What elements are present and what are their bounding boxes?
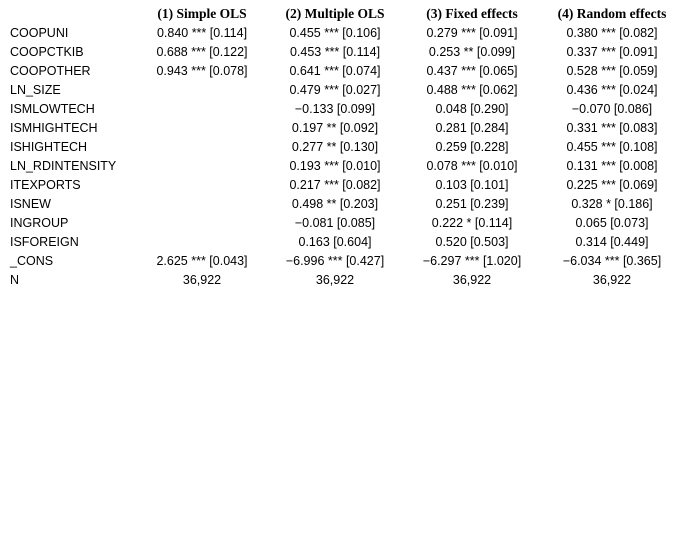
estimate-cell: 0.688 *** [0.122]	[156, 45, 248, 59]
estimate-cell: −6.034 *** [0.365]	[562, 254, 662, 268]
row-label: ISNEW	[10, 197, 51, 211]
estimate-cell: 0.193 *** [0.010]	[289, 159, 381, 173]
estimate-cell: 0.331 *** [0.083]	[566, 121, 658, 135]
estimate-cell: 0.217 *** [0.082]	[289, 178, 381, 192]
estimate-cell: 0.222 * [0.114]	[431, 216, 513, 230]
row-label: COOPCTKIB	[10, 45, 84, 59]
column-header: (3) Fixed effects	[426, 6, 518, 21]
estimate-cell: 0.131 *** [0.008]	[566, 159, 658, 173]
row-label: ISMLOWTECH	[10, 102, 95, 116]
estimate-cell: −0.081 [0.085]	[294, 216, 376, 230]
estimate-cell: 0.641 *** [0.074]	[289, 64, 381, 78]
row-label: ISMHIGHTECH	[10, 121, 98, 135]
row-label: _CONS	[10, 254, 54, 268]
estimate-cell: 0.479 *** [0.027]	[289, 83, 381, 97]
estimate-cell: 0.065 [0.073]	[575, 216, 649, 230]
estimate-cell: 0.437 *** [0.065]	[426, 64, 518, 78]
estimate-cell: 0.259 [0.228]	[435, 140, 509, 154]
row-label: COOPOTHER	[10, 64, 91, 78]
estimate-cell: 0.488 *** [0.062]	[426, 83, 518, 97]
estimate-cell: 36,922	[592, 273, 632, 287]
row-label: LN_SIZE	[10, 83, 61, 97]
estimate-cell: 0.048 [0.290]	[435, 102, 509, 116]
estimate-cell: −6.996 *** [0.427]	[285, 254, 385, 268]
estimate-cell: 0.253 ** [0.099]	[428, 45, 516, 59]
estimate-cell: 0.314 [0.449]	[575, 235, 649, 249]
estimate-cell: 0.337 *** [0.091]	[566, 45, 658, 59]
estimate-cell: 0.840 *** [0.114]	[156, 26, 248, 40]
estimate-cell: 0.225 *** [0.069]	[566, 178, 658, 192]
estimate-cell: 36,922	[182, 273, 222, 287]
estimate-cell: 0.436 *** [0.024]	[566, 83, 658, 97]
estimate-cell: 0.281 [0.284]	[435, 121, 509, 135]
estimate-cell: 0.103 [0.101]	[435, 178, 509, 192]
estimate-cell: 2.625 *** [0.043]	[156, 254, 248, 268]
row-label: ISFOREIGN	[10, 235, 79, 249]
estimate-cell: 0.251 [0.239]	[435, 197, 509, 211]
estimate-cell: 0.277 ** [0.130]	[291, 140, 379, 154]
row-label: COOPUNI	[10, 26, 69, 40]
column-header: (2) Multiple OLS	[285, 6, 385, 21]
estimate-cell: 0.498 ** [0.203]	[291, 197, 379, 211]
estimate-cell: 0.455 *** [0.108]	[566, 140, 658, 154]
estimate-cell: 36,922	[452, 273, 492, 287]
estimate-cell: −0.133 [0.099]	[294, 102, 376, 116]
column-header: (4) Random effects	[557, 6, 667, 21]
estimate-cell: 0.520 [0.503]	[435, 235, 509, 249]
row-label: N	[10, 273, 20, 287]
estimate-cell: 0.163 [0.604]	[298, 235, 372, 249]
estimate-cell: −0.070 [0.086]	[571, 102, 653, 116]
estimate-cell: 0.380 *** [0.082]	[566, 26, 658, 40]
estimate-cell: 36,922	[315, 273, 355, 287]
row-label: ISHIGHTECH	[10, 140, 88, 154]
estimate-cell: 0.078 *** [0.010]	[426, 159, 518, 173]
estimate-cell: 0.453 *** [0.114]	[289, 45, 381, 59]
estimate-cell: 0.528 *** [0.059]	[566, 64, 658, 78]
estimate-cell: 0.279 *** [0.091]	[426, 26, 518, 40]
estimate-cell: 0.328 * [0.186]	[571, 197, 653, 211]
column-header: (1) Simple OLS	[157, 6, 247, 21]
row-label: LN_RDINTENSITY	[10, 159, 117, 173]
estimate-cell: 0.455 *** [0.106]	[289, 26, 381, 40]
estimate-cell: −6.297 *** [1.020]	[422, 254, 522, 268]
estimate-cell: 0.197 ** [0.092]	[291, 121, 379, 135]
estimate-cell: 0.943 *** [0.078]	[156, 64, 248, 78]
row-label: ITEXPORTS	[10, 178, 81, 192]
row-label: INGROUP	[10, 216, 69, 230]
